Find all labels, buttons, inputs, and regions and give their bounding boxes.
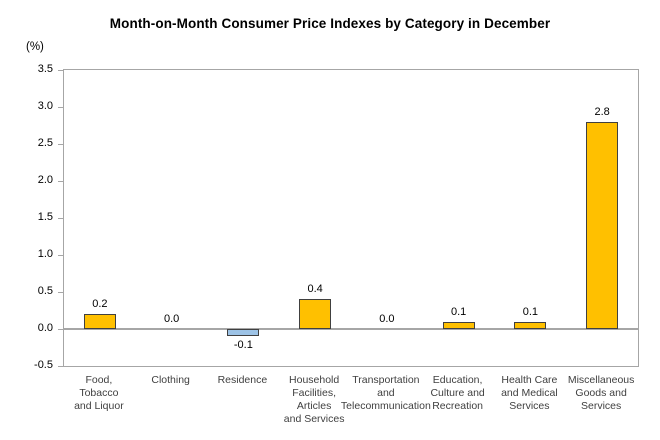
category-label-line: Goods and <box>575 387 627 399</box>
category-label-clothing: Clothing <box>151 374 190 387</box>
category-label-line: Food, <box>85 374 113 386</box>
category-label-line: Tobacco <box>79 387 119 399</box>
category-label-education-culture-and-recreation: Education, Culture and Recreation <box>430 374 484 413</box>
value-label-miscellaneous-goods-and-services: 2.8 <box>594 105 610 118</box>
y-axis-unit-label: (%) <box>26 41 44 53</box>
y-axis-tick-mark <box>58 328 63 330</box>
y-axis-tick-mark <box>58 365 63 367</box>
category-label-line: Articles <box>296 400 332 412</box>
category-label-line: and Services <box>283 413 345 425</box>
y-axis-tick-label: 0.0 <box>37 322 53 334</box>
category-label-transportation-and-telecommunication: Transportation and Telecommunication <box>341 374 431 413</box>
value-label-household-facilities-articles-and-services: 0.4 <box>307 283 323 296</box>
category-label-household-facilities-articles-and-services: Household Facilities, Articles and Services <box>284 374 345 426</box>
category-label-line: Services <box>509 400 550 412</box>
bar-household-facilities-articles-and-services <box>299 299 332 329</box>
y-axis-tick-label: 3.5 <box>37 63 53 75</box>
category-label-line: Transportation <box>352 374 420 386</box>
value-label-health-care-and-medical-services: 0.1 <box>522 305 539 318</box>
bar-education-culture-and-recreation <box>442 321 475 329</box>
category-label-line: Health Care <box>501 374 558 386</box>
y-axis-tick-mark <box>58 291 63 293</box>
category-label-line: Facilities, <box>292 387 337 399</box>
y-axis-tick-label: 1.5 <box>37 211 53 223</box>
value-label-clothing: 0.0 <box>163 313 180 325</box>
category-label-line: Services <box>580 400 622 412</box>
bar-food-tobacco-and-liquor <box>83 314 116 329</box>
category-label-line: and Liquor <box>74 400 124 412</box>
y-axis-tick-mark <box>58 106 63 108</box>
y-axis-tick-mark <box>58 254 63 256</box>
bar-health-care-and-medical-services <box>514 321 547 329</box>
value-label-education-culture-and-recreation: 0.1 <box>450 305 467 318</box>
y-axis-tick-label: 3.0 <box>37 100 53 112</box>
category-label-line: Residence <box>217 374 268 386</box>
y-axis-tick-mark <box>58 217 63 219</box>
category-label-miscellaneous-goods-and-services: Miscellaneous Goods and Services <box>568 374 635 413</box>
category-label-line: Telecommunication <box>340 400 431 412</box>
category-label-residence: Residence <box>218 374 268 387</box>
value-label-residence: -0.1 <box>233 339 253 352</box>
category-label-line: Culture and <box>430 387 485 399</box>
category-label-health-care-and-medical-services: Health Care and Medical Services <box>501 374 558 413</box>
zero-gridline <box>64 328 638 330</box>
category-label-line: and Medical <box>501 387 558 399</box>
y-axis-tick-mark <box>58 69 63 71</box>
y-axis-tick-label: 1.0 <box>37 248 53 260</box>
value-label-transportation-and-telecommunication: 0.0 <box>379 313 395 325</box>
value-label-food-tobacco-and-liquor: 0.2 <box>92 298 108 311</box>
y-axis-tick-label: 2.0 <box>37 174 53 186</box>
category-label-line: Household <box>289 374 340 386</box>
bar-residence <box>227 329 260 337</box>
category-label-food-tobacco-and-liquor: Food, Tobacco and Liquor <box>74 374 124 413</box>
category-label-line: Recreation <box>432 400 484 412</box>
bar-miscellaneous-goods-and-services <box>586 121 619 329</box>
y-axis-tick-mark <box>58 143 63 145</box>
y-axis-tick-mark <box>58 180 63 182</box>
y-axis-tick-label: 2.5 <box>37 137 53 149</box>
category-label-line: and <box>377 387 395 399</box>
y-axis-tick-label: 0.5 <box>37 285 53 297</box>
plot-area: 0.2 0.0 -0.1 0.4 0.0 0.1 0.1 2.8 <box>58 69 639 367</box>
y-axis-tick-label: -0.5 <box>34 359 53 371</box>
category-label-line: Education, <box>432 374 483 386</box>
category-label-line: Miscellaneous <box>567 374 635 386</box>
category-label-line: Clothing <box>151 374 190 386</box>
chart-title: Month-on-Month Consumer Price Indexes by… <box>109 16 551 31</box>
